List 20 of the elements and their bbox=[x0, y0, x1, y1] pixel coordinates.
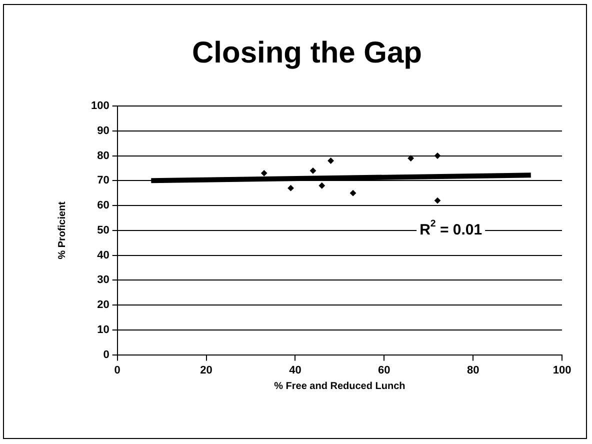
x-axis-title: % Free and Reduced Lunch bbox=[274, 380, 406, 392]
y-tick-label: 40 bbox=[97, 249, 110, 262]
y-tick-label: 50 bbox=[97, 224, 110, 236]
y-tick-label: 100 bbox=[90, 100, 110, 112]
x-tick-label: 60 bbox=[378, 364, 390, 376]
chart-title: Closing the Gap bbox=[192, 36, 422, 70]
y-tick-label: 60 bbox=[97, 200, 110, 212]
y-tick-label: 30 bbox=[97, 274, 110, 286]
x-tick-label: 0 bbox=[114, 364, 120, 376]
x-tick-label: 100 bbox=[552, 364, 572, 376]
x-tick-label: 80 bbox=[466, 364, 480, 376]
x-tick-label: 20 bbox=[200, 364, 212, 376]
y-tick-label: 90 bbox=[97, 124, 110, 137]
y-axis-title: % Proficient bbox=[56, 200, 68, 260]
y-tick-label: 20 bbox=[97, 299, 110, 312]
y-tick-label: 70 bbox=[97, 174, 110, 187]
y-tick-label: 80 bbox=[97, 150, 110, 162]
x-tick-label: 40 bbox=[289, 364, 302, 376]
y-tick-label: 0 bbox=[103, 348, 110, 361]
y-tick-label: 10 bbox=[97, 324, 110, 336]
